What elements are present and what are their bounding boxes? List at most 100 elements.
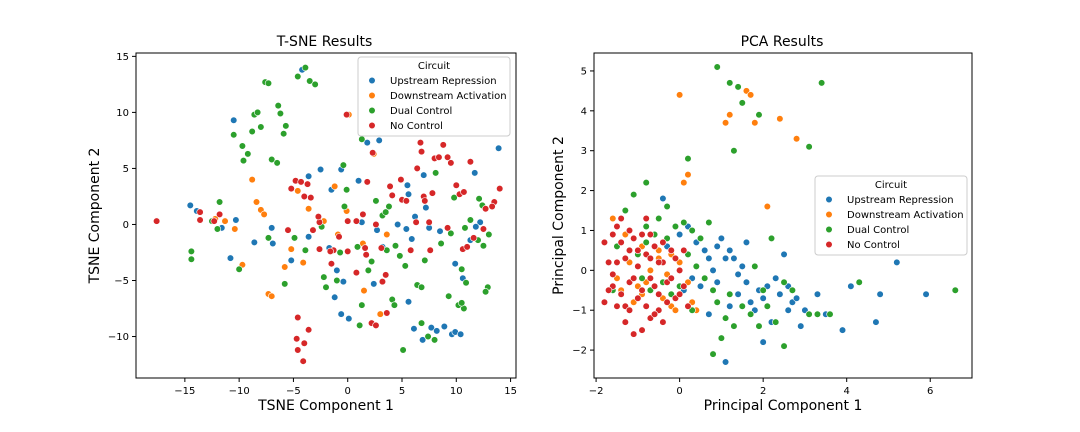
- tsne-point-no-control: [421, 197, 429, 205]
- pca-point-dual-control: [642, 222, 650, 231]
- pca-point-dual-control: [759, 286, 767, 294]
- tsne-point-dual-control: [385, 202, 393, 211]
- pca-point-upstream-repression: [734, 270, 742, 278]
- pca-point-no-control: [617, 214, 625, 223]
- tsne-point-upstream-repression: [471, 169, 479, 177]
- pca-point-dual-control: [709, 286, 717, 294]
- tsne-point-dual-control: [281, 280, 289, 288]
- pca-point-dual-control: [788, 286, 796, 294]
- pca-point-dual-control: [805, 143, 813, 151]
- pca-point-downstream-activation: [671, 306, 680, 314]
- tsne-point-dual-control: [424, 332, 432, 341]
- tsne-point-no-control: [307, 193, 315, 202]
- pca-point-no-control: [625, 306, 634, 314]
- tsne-legend-label: No Control: [390, 121, 443, 132]
- tsne-point-no-control: [444, 153, 452, 161]
- pca-y-axis-label: Principal Component 2: [551, 136, 567, 295]
- pca-point-dual-control: [726, 79, 734, 87]
- pca-point-upstream-repression: [893, 258, 901, 266]
- tsne-point-upstream-repression: [331, 293, 339, 301]
- tsne-point-upstream-repression: [354, 177, 363, 185]
- tsne-points: [153, 63, 504, 365]
- pca-point-no-control: [613, 302, 621, 310]
- pca-point-no-control: [638, 286, 646, 294]
- pca-legend-label: Upstream Repression: [847, 195, 954, 206]
- pca-point-no-control: [634, 262, 642, 270]
- pca-point-dual-control: [813, 310, 822, 318]
- pca-point-upstream-repression: [721, 358, 730, 366]
- pca-point-downstream-activation: [646, 266, 654, 274]
- pca-point-downstream-activation: [747, 91, 755, 99]
- pca-point-no-control: [621, 318, 629, 326]
- pca-point-upstream-repression: [747, 298, 755, 306]
- pca-x-tick-label: 2: [760, 386, 766, 397]
- tsne-point-upstream-repression: [404, 190, 413, 198]
- pca-point-no-control: [600, 298, 609, 306]
- pca-point-upstream-repression: [838, 326, 847, 334]
- pca-y-tick-label: 0: [581, 266, 587, 277]
- tsne-point-no-control: [417, 148, 426, 156]
- pca-point-no-control: [650, 310, 659, 318]
- pca-point-dual-control: [730, 322, 738, 330]
- pca-point-no-control: [646, 230, 654, 239]
- pca-point-no-control: [667, 274, 675, 282]
- tsne-legend-box: [357, 56, 511, 137]
- tsne-point-dual-control: [445, 292, 453, 300]
- tsne-point-dual-control: [333, 276, 341, 285]
- pca-point-dual-control: [855, 278, 863, 286]
- tsne-point-dual-control: [358, 301, 366, 309]
- tsne-point-no-control: [300, 192, 308, 201]
- tsne-point-downstream-activation: [331, 182, 339, 190]
- tsne-point-no-control: [426, 246, 434, 254]
- pca-point-no-control: [655, 290, 663, 298]
- tsne-point-upstream-repression: [186, 201, 194, 210]
- tsne-point-downstream-activation: [231, 225, 239, 233]
- tsne-point-dual-control: [290, 234, 299, 242]
- tsne-legend-marker: [368, 76, 376, 85]
- pca-x-tick-label: 4: [844, 386, 850, 397]
- tsne-y-tick-label: −10: [108, 332, 129, 343]
- pca-point-dual-control: [826, 310, 834, 318]
- tsne-point-dual-control: [339, 161, 347, 169]
- pca-point-dual-control: [696, 234, 705, 243]
- tsne-point-no-control: [352, 217, 361, 225]
- tsne-y-tick-label: −5: [114, 276, 129, 287]
- tsne-point-no-control: [314, 213, 323, 221]
- pca-point-no-control: [655, 258, 663, 266]
- tsne-point-no-control: [309, 226, 317, 234]
- pca-point-dual-control: [747, 310, 755, 318]
- tsne-point-no-control: [196, 208, 204, 216]
- tsne-point-no-control: [435, 153, 443, 161]
- tsne-point-no-control: [372, 220, 380, 229]
- pca-point-dual-control: [818, 79, 826, 87]
- tsne-point-upstream-repression: [440, 322, 448, 331]
- pca-x-tick-label: −2: [589, 386, 604, 397]
- pca-point-dual-control: [780, 278, 788, 286]
- pca-point-dual-control: [772, 318, 780, 326]
- tsne-point-dual-control: [248, 127, 256, 136]
- pca-point-dual-control: [713, 63, 721, 71]
- tsne-point-upstream-repression: [394, 220, 402, 229]
- tsne-point-dual-control: [336, 248, 344, 257]
- tsne-point-upstream-repression: [370, 280, 378, 288]
- tsne-point-dual-control: [461, 224, 469, 232]
- pca-legend-label: Dual Control: [847, 225, 909, 236]
- tsne-point-dual-control: [306, 77, 314, 85]
- tsne-point-dual-control: [216, 198, 224, 206]
- tsne-point-no-control: [470, 234, 478, 242]
- tsne-point-upstream-repression: [419, 336, 427, 344]
- tsne-point-no-control: [402, 197, 410, 205]
- tsne-point-dual-control: [432, 169, 440, 177]
- tsne-point-dual-control: [437, 239, 445, 248]
- tsne-point-dual-control: [273, 159, 281, 167]
- pca-ticks: −2 0 2 4 6 −2 −1 0 1 2 3 4 5: [572, 66, 933, 397]
- tsne-point-no-control: [297, 178, 305, 186]
- tsne-point-dual-control: [356, 321, 364, 329]
- tsne-point-dual-control: [391, 242, 400, 250]
- tsne-point-no-control: [496, 185, 504, 193]
- tsne-point-downstream-activation: [294, 187, 302, 195]
- tsne-y-tick-label: 10: [116, 108, 129, 119]
- tsne-point-upstream-repression: [495, 144, 503, 152]
- pca-y-tick-label: −2: [572, 346, 587, 357]
- pca-point-no-control: [638, 230, 646, 239]
